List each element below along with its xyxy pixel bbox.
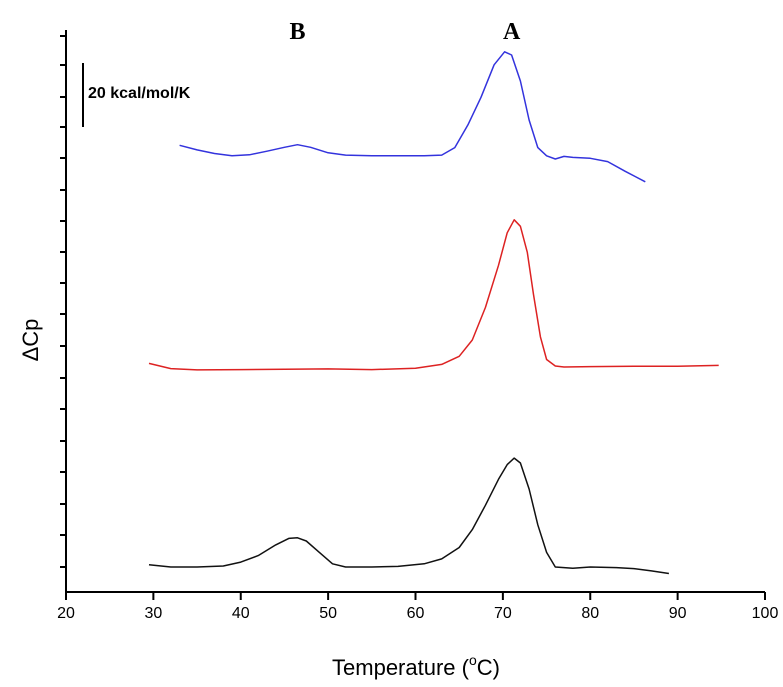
y-axis-title: ΔCp	[18, 319, 43, 362]
x-tick-label: 80	[581, 605, 599, 622]
x-tick-label: 40	[232, 605, 250, 622]
thermogram-line-2	[148, 219, 719, 371]
x-axis-title-end: C)	[477, 655, 500, 680]
curves	[148, 51, 719, 575]
x-tick-label: 50	[319, 605, 337, 622]
x-tick-label: 70	[494, 605, 512, 622]
peak-label-a: A	[503, 19, 521, 45]
x-tick-label: 20	[57, 605, 75, 622]
x-tick-label: 60	[407, 605, 425, 622]
x-axis-title: Temperature (oC)	[332, 652, 500, 680]
x-tick-label: 90	[669, 605, 687, 622]
x-tick-label: 100	[752, 605, 779, 622]
y-ticks	[60, 35, 66, 568]
thermogram-line-1	[179, 51, 646, 183]
x-tick-label: 30	[144, 605, 162, 622]
x-axis-title-sup: o	[469, 652, 477, 668]
scale-bar-label: 20 kcal/mol/K	[88, 85, 191, 102]
x-axis-title-main: Temperature (	[332, 655, 470, 680]
peak-label-b: B	[290, 19, 306, 45]
x-ticks: 20 30 40 50 60 70 80 90 100	[57, 592, 778, 622]
thermogram-line-3	[148, 457, 670, 575]
